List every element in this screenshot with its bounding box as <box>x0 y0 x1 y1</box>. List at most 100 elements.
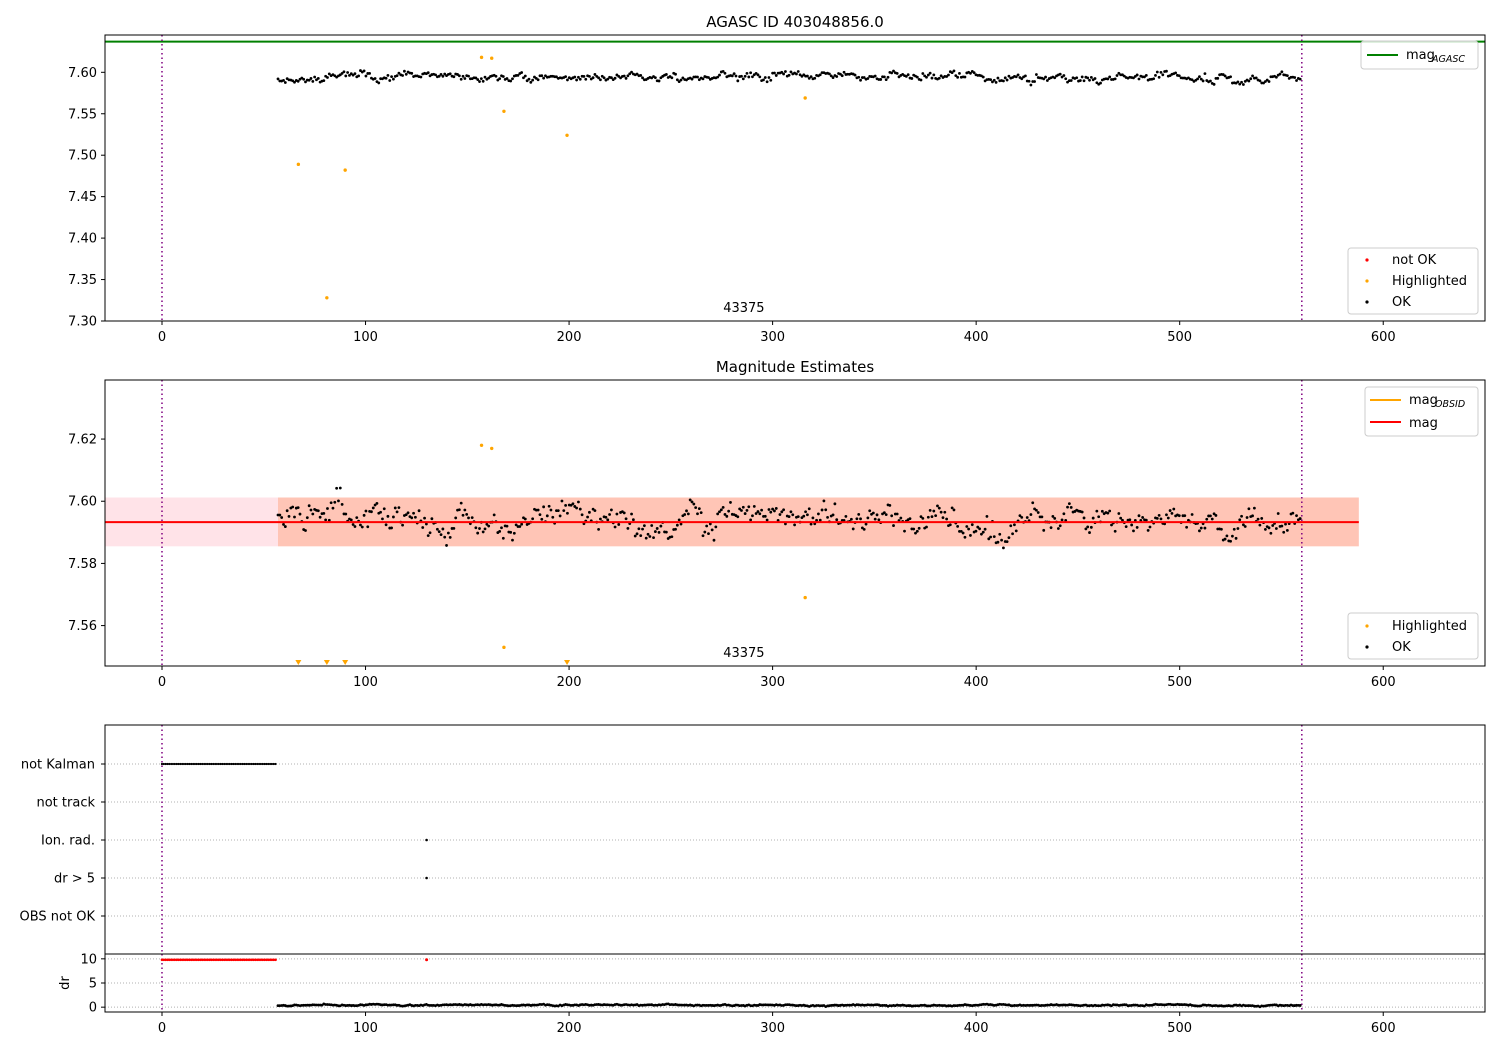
panel-title-agasc: AGASC ID 403048856.0 <box>706 13 884 31</box>
magnitude-estimates-panel: Magnitude Estimates 0 100 200 300 400 500 600 7… <box>68 358 1486 690</box>
ok-point <box>437 74 441 78</box>
ok-point <box>747 75 751 79</box>
ok-point <box>1002 79 1005 83</box>
ok-point <box>287 515 291 518</box>
ok-point <box>588 510 591 514</box>
ok-point <box>1135 526 1139 529</box>
ok-point <box>892 69 895 73</box>
dr-not-ok-point <box>215 958 219 962</box>
ok-point <box>886 75 890 79</box>
ok-point <box>322 511 326 515</box>
ok-point <box>529 80 533 84</box>
flag-point <box>197 762 200 766</box>
flag-category-label: not Kalman <box>21 758 95 773</box>
ok-point <box>763 76 767 79</box>
ok-point <box>392 77 395 81</box>
ok-point <box>914 531 917 535</box>
dr-not-ok-point <box>195 958 199 962</box>
ok-point <box>1051 514 1055 518</box>
flag-point <box>252 762 255 766</box>
line-legend: mag OBSID mag <box>1364 386 1479 437</box>
ok-point <box>1113 529 1117 533</box>
ok-point <box>707 76 710 79</box>
ok-point <box>1011 532 1014 536</box>
ok-point <box>721 505 725 509</box>
ok-point <box>615 512 619 516</box>
ok-point <box>307 504 311 508</box>
line-legend: mag AGASC <box>1360 40 1479 70</box>
ok-point <box>1263 528 1267 531</box>
ok-point <box>527 77 531 81</box>
y-axis-label-dr: dr <box>58 976 73 990</box>
ok-point <box>639 534 643 538</box>
ok-point <box>1031 501 1035 505</box>
ok-point <box>714 525 718 529</box>
ok-point <box>736 515 740 519</box>
flag-point <box>177 762 180 766</box>
ok-point <box>1069 506 1073 509</box>
ok-point <box>710 528 714 532</box>
flag-category-label: not track <box>36 796 95 811</box>
flag-point <box>235 762 239 766</box>
ok-point <box>1263 80 1267 83</box>
ok-point <box>699 511 703 515</box>
dr-not-ok-point <box>237 958 241 962</box>
ok-point <box>875 513 879 517</box>
ok-point <box>705 524 709 528</box>
dr-not-ok-point <box>200 958 204 962</box>
ok-point <box>915 75 919 79</box>
ok-point <box>809 75 813 79</box>
ok-point <box>813 76 817 80</box>
ok-point <box>899 516 903 520</box>
ok-point <box>351 523 355 526</box>
ok-point <box>751 514 754 518</box>
ok-point <box>903 529 906 533</box>
ok-point <box>349 518 353 522</box>
ok-point <box>593 509 597 513</box>
ok-point <box>318 515 322 519</box>
ok-point <box>373 503 377 507</box>
ok-point <box>631 518 635 522</box>
ok-point <box>736 79 740 83</box>
ok-point <box>796 70 800 73</box>
ok-point <box>463 77 467 80</box>
ok-point <box>791 513 795 517</box>
ok-point <box>333 500 337 504</box>
ok-point <box>1251 514 1254 518</box>
dr-not-ok-point <box>243 958 246 962</box>
ok-point <box>494 74 498 78</box>
ok-point <box>1166 516 1170 520</box>
ok-point <box>844 514 848 518</box>
ok-point <box>606 518 610 522</box>
ok-point <box>1099 81 1102 85</box>
ok-point <box>285 509 289 513</box>
ok-point <box>1234 536 1238 540</box>
ok-point <box>479 77 483 81</box>
ok-point <box>1190 513 1194 516</box>
ok-point <box>675 523 679 527</box>
flag-point <box>170 762 173 766</box>
ok-point <box>1258 79 1262 83</box>
ok-point <box>877 518 881 522</box>
ok-point <box>1154 73 1157 77</box>
ok-point <box>1276 512 1280 515</box>
dr-not-ok-point <box>425 958 429 962</box>
ok-point <box>545 514 549 518</box>
ok-point <box>577 500 580 504</box>
ok-point <box>921 72 925 75</box>
dr-not-ok-point <box>173 958 177 962</box>
ok-point <box>1298 77 1302 81</box>
ok-point <box>862 76 866 79</box>
ok-point <box>1007 536 1011 540</box>
ok-point <box>784 522 787 526</box>
ok-point <box>386 514 390 518</box>
ok-point <box>1058 72 1062 76</box>
ok-point <box>1220 527 1223 531</box>
ok-point <box>992 78 996 82</box>
ok-point <box>1165 69 1168 73</box>
ok-point <box>1241 523 1245 527</box>
flag-point <box>274 762 277 766</box>
ok-point <box>1231 534 1234 538</box>
ok-point <box>780 510 784 514</box>
